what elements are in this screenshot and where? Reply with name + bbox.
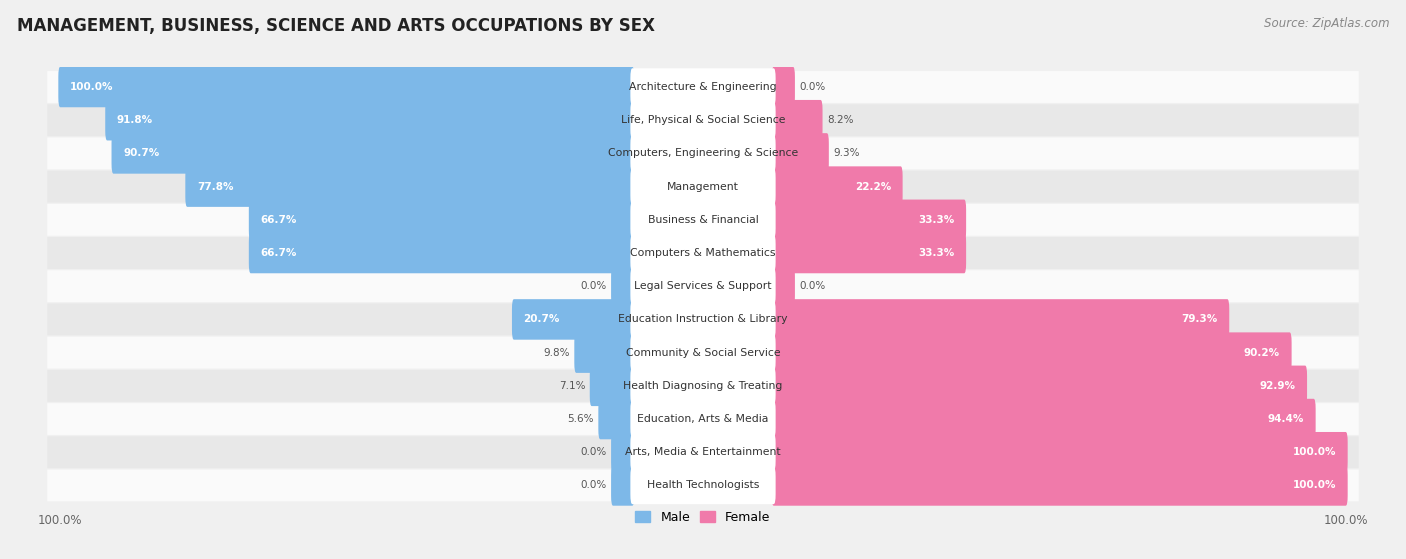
FancyBboxPatch shape xyxy=(48,204,1358,236)
FancyBboxPatch shape xyxy=(48,170,1358,202)
FancyBboxPatch shape xyxy=(772,133,828,174)
FancyBboxPatch shape xyxy=(772,100,823,140)
FancyBboxPatch shape xyxy=(630,135,776,172)
Text: 7.1%: 7.1% xyxy=(558,381,585,391)
Text: 91.8%: 91.8% xyxy=(117,115,153,125)
Text: 92.9%: 92.9% xyxy=(1260,381,1295,391)
FancyBboxPatch shape xyxy=(589,366,634,406)
Text: Community & Social Service: Community & Social Service xyxy=(626,348,780,358)
Text: 0.0%: 0.0% xyxy=(800,82,825,92)
FancyBboxPatch shape xyxy=(772,233,966,273)
Text: MANAGEMENT, BUSINESS, SCIENCE AND ARTS OCCUPATIONS BY SEX: MANAGEMENT, BUSINESS, SCIENCE AND ARTS O… xyxy=(17,17,655,35)
FancyBboxPatch shape xyxy=(599,399,634,439)
Text: Legal Services & Support: Legal Services & Support xyxy=(634,281,772,291)
Text: 33.3%: 33.3% xyxy=(918,248,955,258)
Text: Computers & Mathematics: Computers & Mathematics xyxy=(630,248,776,258)
FancyBboxPatch shape xyxy=(612,266,634,306)
Text: 100.0%: 100.0% xyxy=(70,82,114,92)
FancyBboxPatch shape xyxy=(772,333,1292,373)
FancyBboxPatch shape xyxy=(630,68,776,106)
FancyBboxPatch shape xyxy=(630,301,776,338)
FancyBboxPatch shape xyxy=(58,67,634,107)
FancyBboxPatch shape xyxy=(630,234,776,272)
FancyBboxPatch shape xyxy=(48,271,1358,302)
FancyBboxPatch shape xyxy=(772,167,903,207)
FancyBboxPatch shape xyxy=(772,299,1229,340)
FancyBboxPatch shape xyxy=(630,400,776,438)
FancyBboxPatch shape xyxy=(48,370,1358,402)
Text: Health Technologists: Health Technologists xyxy=(647,480,759,490)
FancyBboxPatch shape xyxy=(574,333,634,373)
Text: 94.4%: 94.4% xyxy=(1268,414,1305,424)
Text: 9.8%: 9.8% xyxy=(543,348,569,358)
FancyBboxPatch shape xyxy=(630,102,776,139)
FancyBboxPatch shape xyxy=(105,100,634,140)
Text: 79.3%: 79.3% xyxy=(1181,314,1218,324)
FancyBboxPatch shape xyxy=(772,465,1348,506)
FancyBboxPatch shape xyxy=(772,432,1348,472)
FancyBboxPatch shape xyxy=(48,470,1358,501)
Text: Business & Financial: Business & Financial xyxy=(648,215,758,225)
FancyBboxPatch shape xyxy=(249,200,634,240)
FancyBboxPatch shape xyxy=(772,200,966,240)
FancyBboxPatch shape xyxy=(48,237,1358,269)
Text: 0.0%: 0.0% xyxy=(581,447,606,457)
Text: 9.3%: 9.3% xyxy=(834,148,860,158)
FancyBboxPatch shape xyxy=(186,167,634,207)
Text: 77.8%: 77.8% xyxy=(197,182,233,192)
FancyBboxPatch shape xyxy=(48,105,1358,136)
Text: 22.2%: 22.2% xyxy=(855,182,891,192)
FancyBboxPatch shape xyxy=(48,71,1358,103)
FancyBboxPatch shape xyxy=(48,403,1358,435)
Text: 8.2%: 8.2% xyxy=(827,115,853,125)
FancyBboxPatch shape xyxy=(612,432,634,472)
FancyBboxPatch shape xyxy=(249,233,634,273)
FancyBboxPatch shape xyxy=(630,268,776,305)
FancyBboxPatch shape xyxy=(772,67,794,107)
Text: Computers, Engineering & Science: Computers, Engineering & Science xyxy=(607,148,799,158)
FancyBboxPatch shape xyxy=(630,168,776,205)
Text: Life, Physical & Social Science: Life, Physical & Social Science xyxy=(621,115,785,125)
Text: Education Instruction & Library: Education Instruction & Library xyxy=(619,314,787,324)
Text: Architecture & Engineering: Architecture & Engineering xyxy=(630,82,776,92)
Text: Arts, Media & Entertainment: Arts, Media & Entertainment xyxy=(626,447,780,457)
Text: 100.0%: 100.0% xyxy=(1292,480,1336,490)
Legend: Male, Female: Male, Female xyxy=(630,506,776,529)
FancyBboxPatch shape xyxy=(630,367,776,405)
FancyBboxPatch shape xyxy=(612,465,634,506)
Text: 100.0%: 100.0% xyxy=(1292,447,1336,457)
Text: 66.7%: 66.7% xyxy=(260,215,297,225)
Text: 33.3%: 33.3% xyxy=(918,215,955,225)
FancyBboxPatch shape xyxy=(512,299,634,340)
Text: 0.0%: 0.0% xyxy=(581,480,606,490)
FancyBboxPatch shape xyxy=(772,266,794,306)
FancyBboxPatch shape xyxy=(630,201,776,239)
FancyBboxPatch shape xyxy=(630,434,776,471)
FancyBboxPatch shape xyxy=(48,437,1358,468)
FancyBboxPatch shape xyxy=(630,467,776,504)
FancyBboxPatch shape xyxy=(48,304,1358,335)
Text: 0.0%: 0.0% xyxy=(581,281,606,291)
Text: Education, Arts & Media: Education, Arts & Media xyxy=(637,414,769,424)
Text: Source: ZipAtlas.com: Source: ZipAtlas.com xyxy=(1264,17,1389,30)
Text: Health Diagnosing & Treating: Health Diagnosing & Treating xyxy=(623,381,783,391)
FancyBboxPatch shape xyxy=(772,399,1316,439)
Text: 66.7%: 66.7% xyxy=(260,248,297,258)
Text: 5.6%: 5.6% xyxy=(568,414,593,424)
Text: 0.0%: 0.0% xyxy=(800,281,825,291)
Text: 90.7%: 90.7% xyxy=(124,148,159,158)
Text: 90.2%: 90.2% xyxy=(1244,348,1279,358)
Text: Management: Management xyxy=(666,182,740,192)
FancyBboxPatch shape xyxy=(48,337,1358,368)
FancyBboxPatch shape xyxy=(111,133,634,174)
FancyBboxPatch shape xyxy=(630,334,776,371)
FancyBboxPatch shape xyxy=(772,366,1308,406)
FancyBboxPatch shape xyxy=(48,138,1358,169)
Text: 20.7%: 20.7% xyxy=(523,314,560,324)
